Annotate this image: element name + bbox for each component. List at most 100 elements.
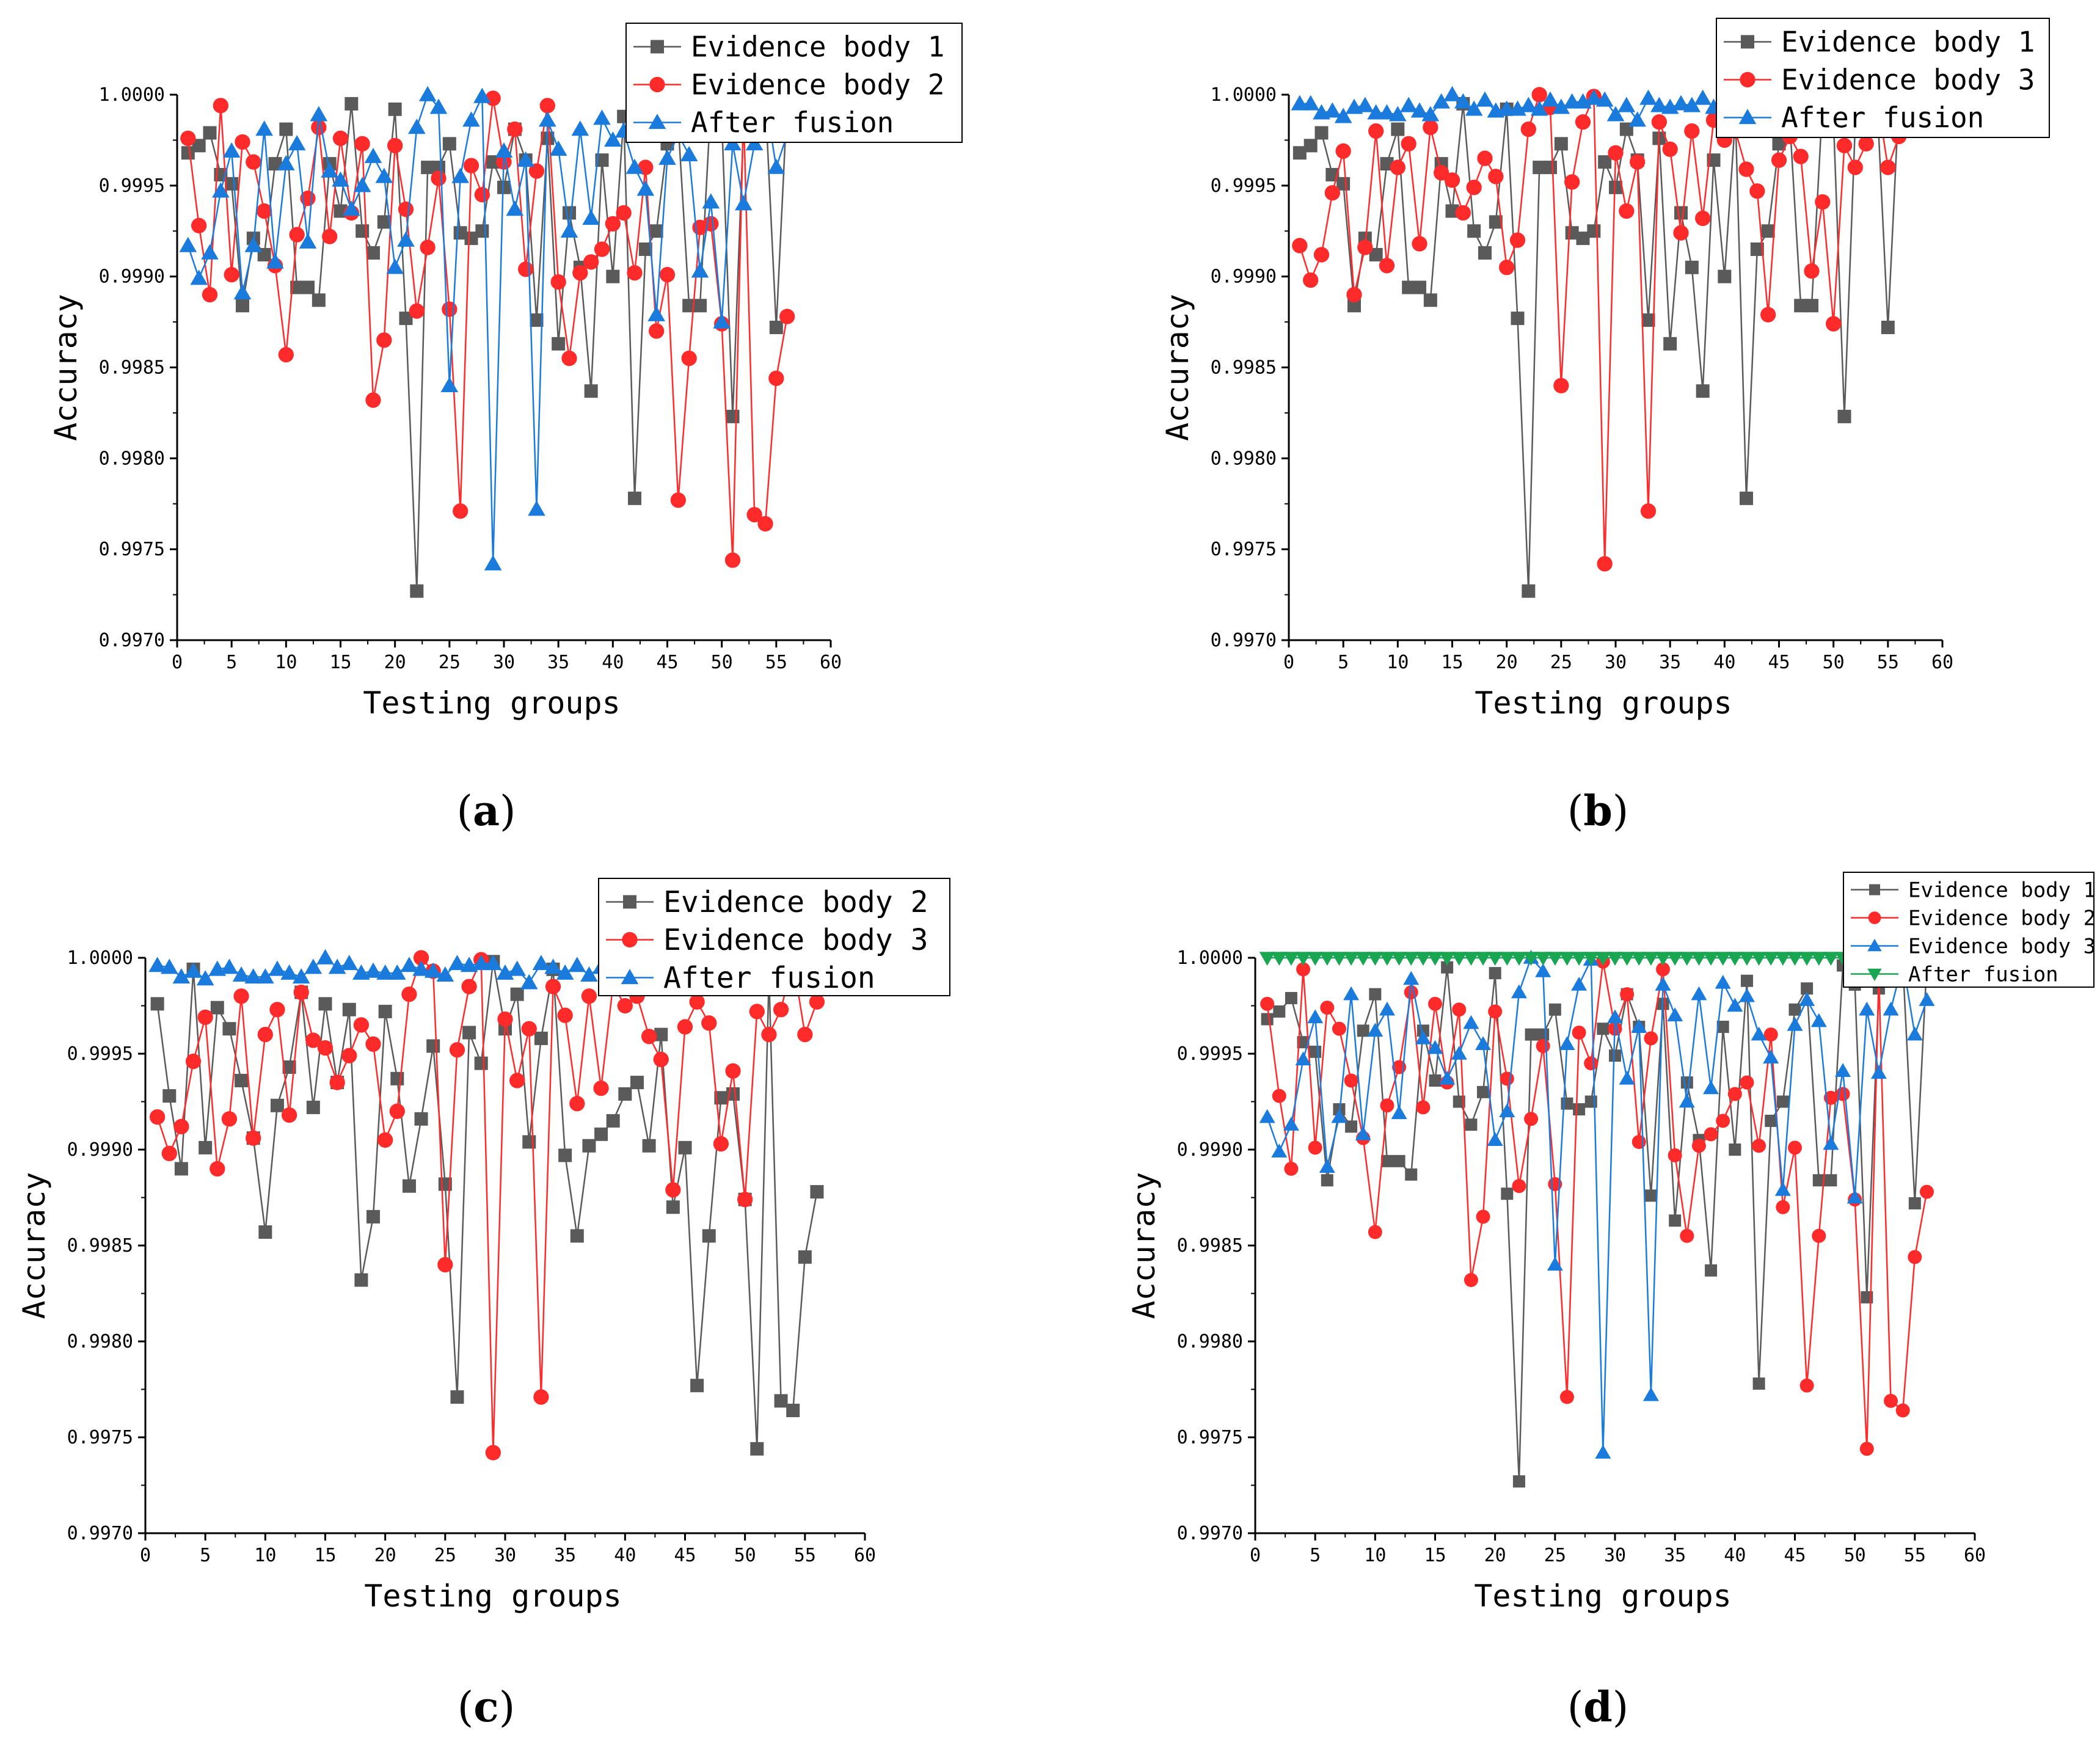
data-point xyxy=(779,308,795,324)
data-point xyxy=(1715,952,1731,966)
data-point xyxy=(1763,1027,1778,1042)
data-point xyxy=(1858,136,1874,152)
x-tick-label: 30 xyxy=(494,1545,516,1566)
data-point xyxy=(1453,1095,1465,1108)
data-point xyxy=(1823,952,1839,966)
data-point xyxy=(172,968,191,984)
x-tick-label: 35 xyxy=(1659,652,1681,673)
x-tick-label: 60 xyxy=(1931,652,1953,673)
data-point xyxy=(1402,280,1416,294)
data-point xyxy=(701,1015,717,1031)
data-point xyxy=(750,1442,764,1456)
data-point xyxy=(1650,97,1668,112)
data-point xyxy=(506,200,524,216)
data-point xyxy=(1703,952,1719,966)
data-point xyxy=(316,949,334,965)
x-tick-label: 10 xyxy=(1364,1545,1386,1566)
data-point xyxy=(1727,1087,1742,1101)
data-point xyxy=(545,979,561,994)
caption-b: (b) xyxy=(1567,787,1629,836)
data-point xyxy=(213,98,228,114)
caption-c-letter: c xyxy=(473,1683,499,1732)
data-point xyxy=(1367,1023,1384,1037)
data-point xyxy=(810,1185,824,1199)
x-tick-label: 55 xyxy=(1904,1545,1926,1566)
legend-label: Evidence body 1 xyxy=(691,31,944,64)
data-point xyxy=(1393,1154,1405,1167)
data-point xyxy=(1575,114,1591,130)
x-tick-label: 50 xyxy=(711,652,733,673)
data-point xyxy=(448,955,466,971)
x-tick-label: 10 xyxy=(254,1545,276,1566)
data-point xyxy=(1559,1390,1574,1404)
data-point xyxy=(1487,952,1503,966)
data-point xyxy=(593,1080,609,1096)
data-point xyxy=(450,1390,464,1404)
data-point xyxy=(1525,1028,1537,1041)
legend-label: After fusion xyxy=(1908,962,2058,987)
data-point xyxy=(1452,1002,1467,1017)
data-point xyxy=(1283,952,1299,966)
y-tick-label: 0.9970 xyxy=(99,630,165,651)
legend-label: After fusion xyxy=(663,961,875,995)
data-point xyxy=(1772,137,1786,151)
data-point xyxy=(354,136,370,152)
data-point xyxy=(184,962,202,978)
x-tick-label: 30 xyxy=(493,652,515,673)
data-point xyxy=(440,376,459,392)
legend-box xyxy=(1716,18,2050,138)
data-point xyxy=(616,205,632,221)
data-point xyxy=(1805,299,1818,313)
y-axis-title: Accuracy xyxy=(1160,294,1195,441)
data-point xyxy=(1356,97,1374,112)
data-point xyxy=(365,1036,381,1052)
data-point xyxy=(1787,952,1803,966)
data-point xyxy=(412,960,430,976)
data-point xyxy=(1815,194,1831,210)
data-point xyxy=(181,146,195,160)
data-point xyxy=(437,1256,453,1273)
data-point xyxy=(1705,1264,1718,1277)
data-point xyxy=(1499,260,1515,275)
data-point xyxy=(1423,293,1437,307)
data-point xyxy=(1573,1103,1586,1116)
data-point xyxy=(191,217,207,233)
data-point xyxy=(221,1111,238,1127)
data-point xyxy=(1466,180,1482,195)
data-point xyxy=(301,280,315,294)
data-point xyxy=(1895,1403,1910,1418)
data-point xyxy=(582,210,600,225)
series-line xyxy=(1266,961,1928,1449)
legend-label: After fusion xyxy=(691,106,894,139)
x-tick-label: 5 xyxy=(200,1545,211,1566)
data-point xyxy=(1788,1003,1801,1016)
data-point xyxy=(1536,1038,1550,1053)
data-point xyxy=(424,962,442,978)
data-point xyxy=(1314,126,1329,140)
data-point xyxy=(1859,1442,1874,1456)
y-tick-label: 0.9990 xyxy=(1177,1139,1243,1161)
data-point xyxy=(1439,1070,1456,1085)
data-point xyxy=(797,1026,813,1043)
data-point xyxy=(322,228,338,244)
caption-d: (d) xyxy=(1567,1683,1629,1732)
data-point xyxy=(1307,1009,1324,1024)
data-point xyxy=(1423,119,1438,136)
data-point xyxy=(288,135,306,151)
data-point xyxy=(376,964,394,980)
data-point xyxy=(1343,986,1360,1001)
data-point xyxy=(757,516,773,532)
data-point xyxy=(1752,1139,1766,1153)
data-point xyxy=(269,1002,285,1018)
data-point xyxy=(1489,215,1503,229)
data-point xyxy=(1535,963,1551,977)
data-point xyxy=(1313,247,1330,263)
data-point xyxy=(568,957,586,972)
legend: Evidence body 1 Evidence body 2 Evidence b… xyxy=(1843,872,2096,988)
data-point xyxy=(618,1087,632,1101)
data-point xyxy=(277,155,295,170)
data-point xyxy=(767,158,786,174)
data-point xyxy=(1716,1021,1729,1034)
y-tick-label: 0.9995 xyxy=(1177,1043,1243,1065)
data-point xyxy=(1656,962,1671,977)
